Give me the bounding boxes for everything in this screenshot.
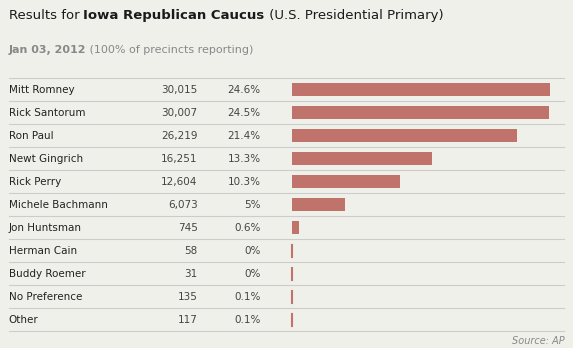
Text: (U.S. Presidential Primary): (U.S. Presidential Primary)	[265, 9, 444, 22]
Text: 117: 117	[178, 315, 198, 325]
Text: Jon Huntsman: Jon Huntsman	[9, 223, 81, 233]
Text: 24.5%: 24.5%	[227, 108, 261, 118]
Bar	[292, 221, 299, 235]
Text: 24.6%: 24.6%	[227, 85, 261, 95]
Text: 12,604: 12,604	[162, 177, 198, 187]
Text: Buddy Roemer: Buddy Roemer	[9, 269, 85, 279]
Text: 0.1%: 0.1%	[234, 315, 261, 325]
Text: Herman Cain: Herman Cain	[9, 246, 77, 256]
Bar	[292, 83, 550, 96]
Text: 5%: 5%	[244, 200, 261, 210]
Text: 10.3%: 10.3%	[227, 177, 261, 187]
Bar	[292, 129, 516, 142]
Text: 58: 58	[185, 246, 198, 256]
Text: 6,073: 6,073	[168, 200, 198, 210]
Text: Source: AP: Source: AP	[512, 336, 564, 346]
Text: 0%: 0%	[244, 269, 261, 279]
Text: 0.1%: 0.1%	[234, 292, 261, 302]
Text: Rick Santorum: Rick Santorum	[9, 108, 85, 118]
Text: Ron Paul: Ron Paul	[9, 131, 53, 141]
Text: Other: Other	[9, 315, 38, 325]
Text: (100% of precincts reporting): (100% of precincts reporting)	[86, 45, 253, 55]
Text: 13.3%: 13.3%	[227, 154, 261, 164]
Text: 21.4%: 21.4%	[227, 131, 261, 141]
Text: 26,219: 26,219	[161, 131, 198, 141]
Bar	[292, 175, 400, 189]
Text: Jan 03, 2012: Jan 03, 2012	[9, 45, 86, 55]
Text: No Preference: No Preference	[9, 292, 82, 302]
Text: Newt Gingrich: Newt Gingrich	[9, 154, 83, 164]
Bar	[292, 198, 344, 212]
Text: 31: 31	[185, 269, 198, 279]
Text: 0.6%: 0.6%	[234, 223, 261, 233]
Text: Michele Bachmann: Michele Bachmann	[9, 200, 108, 210]
Text: 135: 135	[178, 292, 198, 302]
Bar	[292, 106, 549, 119]
Text: Results for Iowa Republican Caucus: Results for Iowa Republican Caucus	[0, 347, 1, 348]
Text: Results for: Results for	[9, 9, 84, 22]
Text: 16,251: 16,251	[161, 154, 198, 164]
Text: 0%: 0%	[244, 246, 261, 256]
Text: Rick Perry: Rick Perry	[9, 177, 61, 187]
Text: 30,007: 30,007	[162, 108, 198, 118]
Text: 745: 745	[178, 223, 198, 233]
Text: Iowa Republican Caucus: Iowa Republican Caucus	[84, 9, 265, 22]
Bar	[292, 152, 431, 165]
Text: 30,015: 30,015	[162, 85, 198, 95]
Text: Mitt Romney: Mitt Romney	[9, 85, 74, 95]
